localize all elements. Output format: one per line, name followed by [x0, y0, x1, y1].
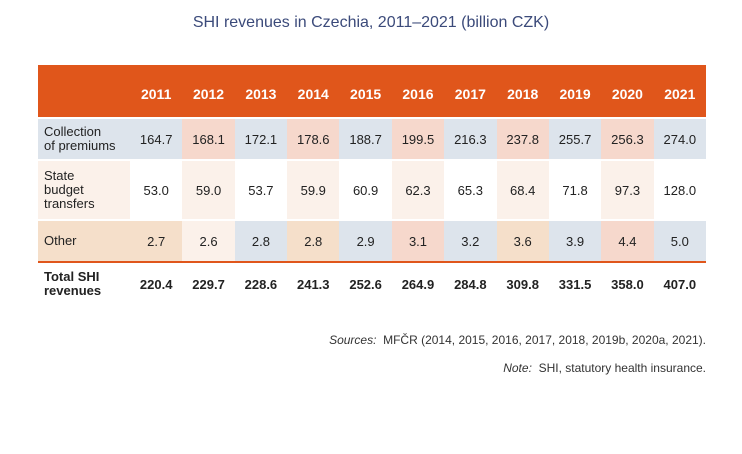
- row-label: Other: [38, 219, 130, 262]
- note-text: SHI, statutory health insurance.: [538, 361, 706, 375]
- table-cell: 237.8: [496, 117, 549, 160]
- row-label-line: of premiums: [44, 138, 116, 153]
- table-cell: 53.0: [130, 159, 183, 220]
- year-header: 2019: [548, 65, 602, 118]
- table-cell: 97.3: [601, 159, 654, 220]
- table-cell: 128.0: [653, 159, 706, 220]
- year-header: 2017: [444, 65, 497, 118]
- year-header: 2018: [496, 65, 549, 118]
- table-cell: 255.7: [548, 117, 602, 160]
- row-label-line: Other: [44, 233, 77, 248]
- table-cell: 3.6: [496, 219, 549, 262]
- table-row-state-budget: State budget transfers 53.0 59.0 53.7 59.9…: [38, 159, 706, 220]
- table-cell: 407.0: [653, 261, 706, 305]
- table-cell: 252.6: [339, 261, 392, 305]
- row-label: State budget transfers: [38, 159, 130, 220]
- table-cell: 3.1: [391, 219, 445, 262]
- year-header: 2013: [234, 65, 288, 118]
- table-cell: 68.4: [496, 159, 549, 220]
- table-cell: 2.6: [182, 219, 235, 262]
- table-cell: 2.8: [287, 219, 340, 262]
- row-label-line: budget: [44, 182, 84, 197]
- table-cell: 228.6: [234, 261, 288, 305]
- sources-text: MFČR (2014, 2015, 2016, 2017, 2018, 2019…: [383, 333, 706, 347]
- year-header: 2020: [601, 65, 654, 118]
- table-cell: 199.5: [391, 117, 445, 160]
- note-lead: Note:: [503, 361, 532, 375]
- table-cell: 60.9: [339, 159, 392, 220]
- table-cell: 220.4: [130, 261, 183, 305]
- year-header: 2012: [182, 65, 235, 118]
- table-cell: 168.1: [182, 117, 235, 160]
- header-corner: [38, 65, 130, 118]
- table-row-premiums: Collection of premiums 164.7 168.1 172.1 …: [38, 117, 706, 160]
- row-label-line: transfers: [44, 196, 95, 211]
- revenue-table: 2011 2012 2013 2014 2015 2016 2017 2018 …: [38, 65, 706, 305]
- table-cell: 274.0: [653, 117, 706, 160]
- table-cell: 178.6: [287, 117, 340, 160]
- row-label: Collection of premiums: [38, 117, 130, 160]
- table-cell: 216.3: [444, 117, 497, 160]
- year-header: 2021: [653, 65, 706, 118]
- table-cell: 2.7: [130, 219, 183, 262]
- table-cell: 71.8: [548, 159, 602, 220]
- table-cell: 5.0: [653, 219, 706, 262]
- table-cell: 256.3: [601, 117, 654, 160]
- table-cell: 241.3: [287, 261, 340, 305]
- row-label-line: State: [44, 168, 75, 183]
- table-cell: 358.0: [601, 261, 654, 305]
- table-cell: 59.9: [287, 159, 340, 220]
- sources-lead: Sources:: [329, 333, 377, 347]
- table-cell: 284.8: [444, 261, 497, 305]
- row-label-line: revenues: [44, 283, 102, 298]
- table-cell: 3.2: [444, 219, 497, 262]
- table-cell: 164.7: [130, 117, 183, 160]
- year-header: 2014: [287, 65, 340, 118]
- header-row: 2011 2012 2013 2014 2015 2016 2017 2018 …: [38, 65, 706, 118]
- table-row-other: Other 2.7 2.6 2.8 2.8 2.9 3.1 3.2 3.6 3.…: [38, 219, 706, 262]
- table-cell: 331.5: [548, 261, 602, 305]
- table-cell: 59.0: [182, 159, 235, 220]
- table-cell: 229.7: [182, 261, 235, 305]
- table-title: SHI revenues in Czechia, 2011–2021 (bill…: [192, 14, 550, 31]
- year-header: 2011: [130, 65, 183, 118]
- table-cell: 3.9: [548, 219, 602, 262]
- row-label-line: Collection: [44, 124, 102, 139]
- table-cell: 172.1: [234, 117, 288, 160]
- note-line: Note: SHI, statutory health insurance.: [503, 361, 706, 375]
- table-cell: 62.3: [391, 159, 445, 220]
- row-label-line: Total SHI: [44, 269, 100, 284]
- year-header: 2016: [391, 65, 445, 118]
- table-cell: 53.7: [234, 159, 288, 220]
- table-cell: 2.9: [339, 219, 392, 262]
- table-cell: 264.9: [391, 261, 445, 305]
- table-cell: 188.7: [339, 117, 392, 160]
- table-cell: 65.3: [444, 159, 497, 220]
- year-header: 2015: [339, 65, 392, 118]
- row-label: Total SHI revenues: [38, 261, 130, 305]
- table-row-total: Total SHI revenues 220.4 229.7 228.6 241.…: [38, 261, 706, 305]
- table-cell: 309.8: [496, 261, 549, 305]
- sources-line: Sources: MFČR (2014, 2015, 2016, 2017, 2…: [329, 333, 706, 347]
- table-cell: 4.4: [601, 219, 654, 262]
- table-cell: 2.8: [234, 219, 288, 262]
